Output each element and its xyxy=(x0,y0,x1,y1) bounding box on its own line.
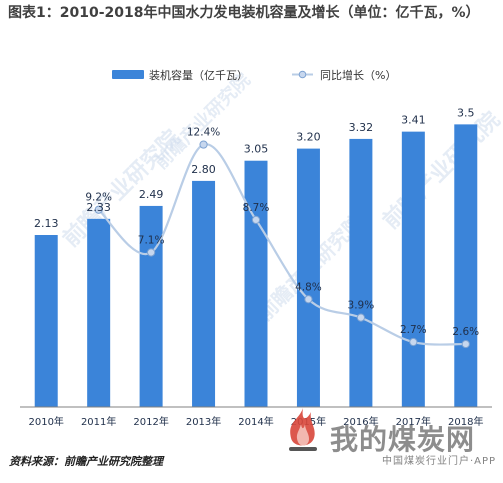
brand-watermark-text: 前瞻产业研究院 xyxy=(150,69,255,174)
growth-value-label: 7.1% xyxy=(138,234,165,246)
labels-layer: 2.13 2.33 2.49 2.80 3.05 3.20 3.32 3.41 3.5 9.2% 7… xyxy=(34,106,479,338)
x-tick-label: 2014年 xyxy=(238,415,273,428)
bar-value-label: 3.05 xyxy=(244,143,269,156)
bar-value-label: 3.32 xyxy=(349,121,374,134)
legend: 装机容量（亿千瓦） 同比增长（%） xyxy=(112,68,396,82)
growth-value-label: 2.7% xyxy=(400,324,427,336)
bar-capacity xyxy=(296,148,320,407)
growth-value-label: 8.7% xyxy=(243,202,270,214)
x-tick-label: 2018年 xyxy=(448,415,483,428)
growth-point xyxy=(409,337,418,347)
coal-site-watermark-subtitle: 中国煤炭行业门户·APP xyxy=(382,456,497,467)
watermark-layer: 前瞻产业研究院前瞻产业研究院前瞻产业研究院前瞻产业研究院 xyxy=(58,69,503,326)
bar-capacity xyxy=(87,218,111,407)
growth-point xyxy=(94,205,103,214)
bar-capacity xyxy=(349,138,373,407)
growth-value-label: 9.2% xyxy=(85,192,112,204)
legend-line-label: 同比增长（%） xyxy=(320,68,396,82)
growth-value-label: 12.4% xyxy=(187,127,220,139)
coal-site-logo-icon xyxy=(281,404,325,458)
bar-value-label: 3.5 xyxy=(457,106,475,119)
growth-point xyxy=(199,140,208,149)
bar-value-label: 2.13 xyxy=(34,217,59,230)
growth-value-label: 4.8% xyxy=(295,281,322,293)
bar-capacity xyxy=(401,131,425,407)
line-layer xyxy=(94,140,470,349)
x-tick-label: 2011年 xyxy=(81,415,116,428)
x-axis-labels: 2010年2011年2012年2013年2014年2015年2016年2017年… xyxy=(28,415,483,428)
bar-value-label: 2.80 xyxy=(191,163,216,176)
chart-title: 图表1：2010-2018年中国水力发电装机容量及增长（单位：亿千瓦，%） xyxy=(8,5,480,21)
growth-point xyxy=(461,339,470,349)
growth-point xyxy=(356,313,365,322)
bars-layer xyxy=(34,124,478,407)
bar-value-label: 2.33 xyxy=(86,201,111,214)
legend-bar-swatch xyxy=(112,70,144,79)
bar-value-label: 3.20 xyxy=(296,131,321,144)
growth-value-label: 3.9% xyxy=(348,300,375,312)
x-tick-label: 2013年 xyxy=(186,415,221,428)
bar-capacity xyxy=(139,205,163,407)
bar-value-label: 3.41 xyxy=(401,114,426,127)
bar-capacity xyxy=(454,124,478,407)
x-tick-label: 2010年 xyxy=(28,415,63,428)
bar-value-label: 2.49 xyxy=(139,188,164,201)
source-note: 资料来源：前瞻产业研究院整理 xyxy=(9,455,163,468)
legend-bar-label: 装机容量（亿千瓦） xyxy=(149,68,248,82)
legend-line-marker xyxy=(298,70,307,79)
x-tick-label: 2017年 xyxy=(396,415,431,428)
coal-site-watermark: 我的煤炭网 xyxy=(330,423,476,456)
growth-point xyxy=(251,215,261,224)
x-tick-label: 2012年 xyxy=(133,415,168,428)
bar-capacity xyxy=(244,160,268,407)
brand-watermark-text: 前瞻产业研究院 xyxy=(378,107,503,234)
growth-point xyxy=(147,248,156,257)
bar-capacity xyxy=(34,235,58,407)
bar-capacity xyxy=(192,180,216,407)
x-tick-label: 2016年 xyxy=(343,415,378,428)
growth-point xyxy=(304,295,313,304)
growth-value-label: 2.6% xyxy=(452,326,479,338)
